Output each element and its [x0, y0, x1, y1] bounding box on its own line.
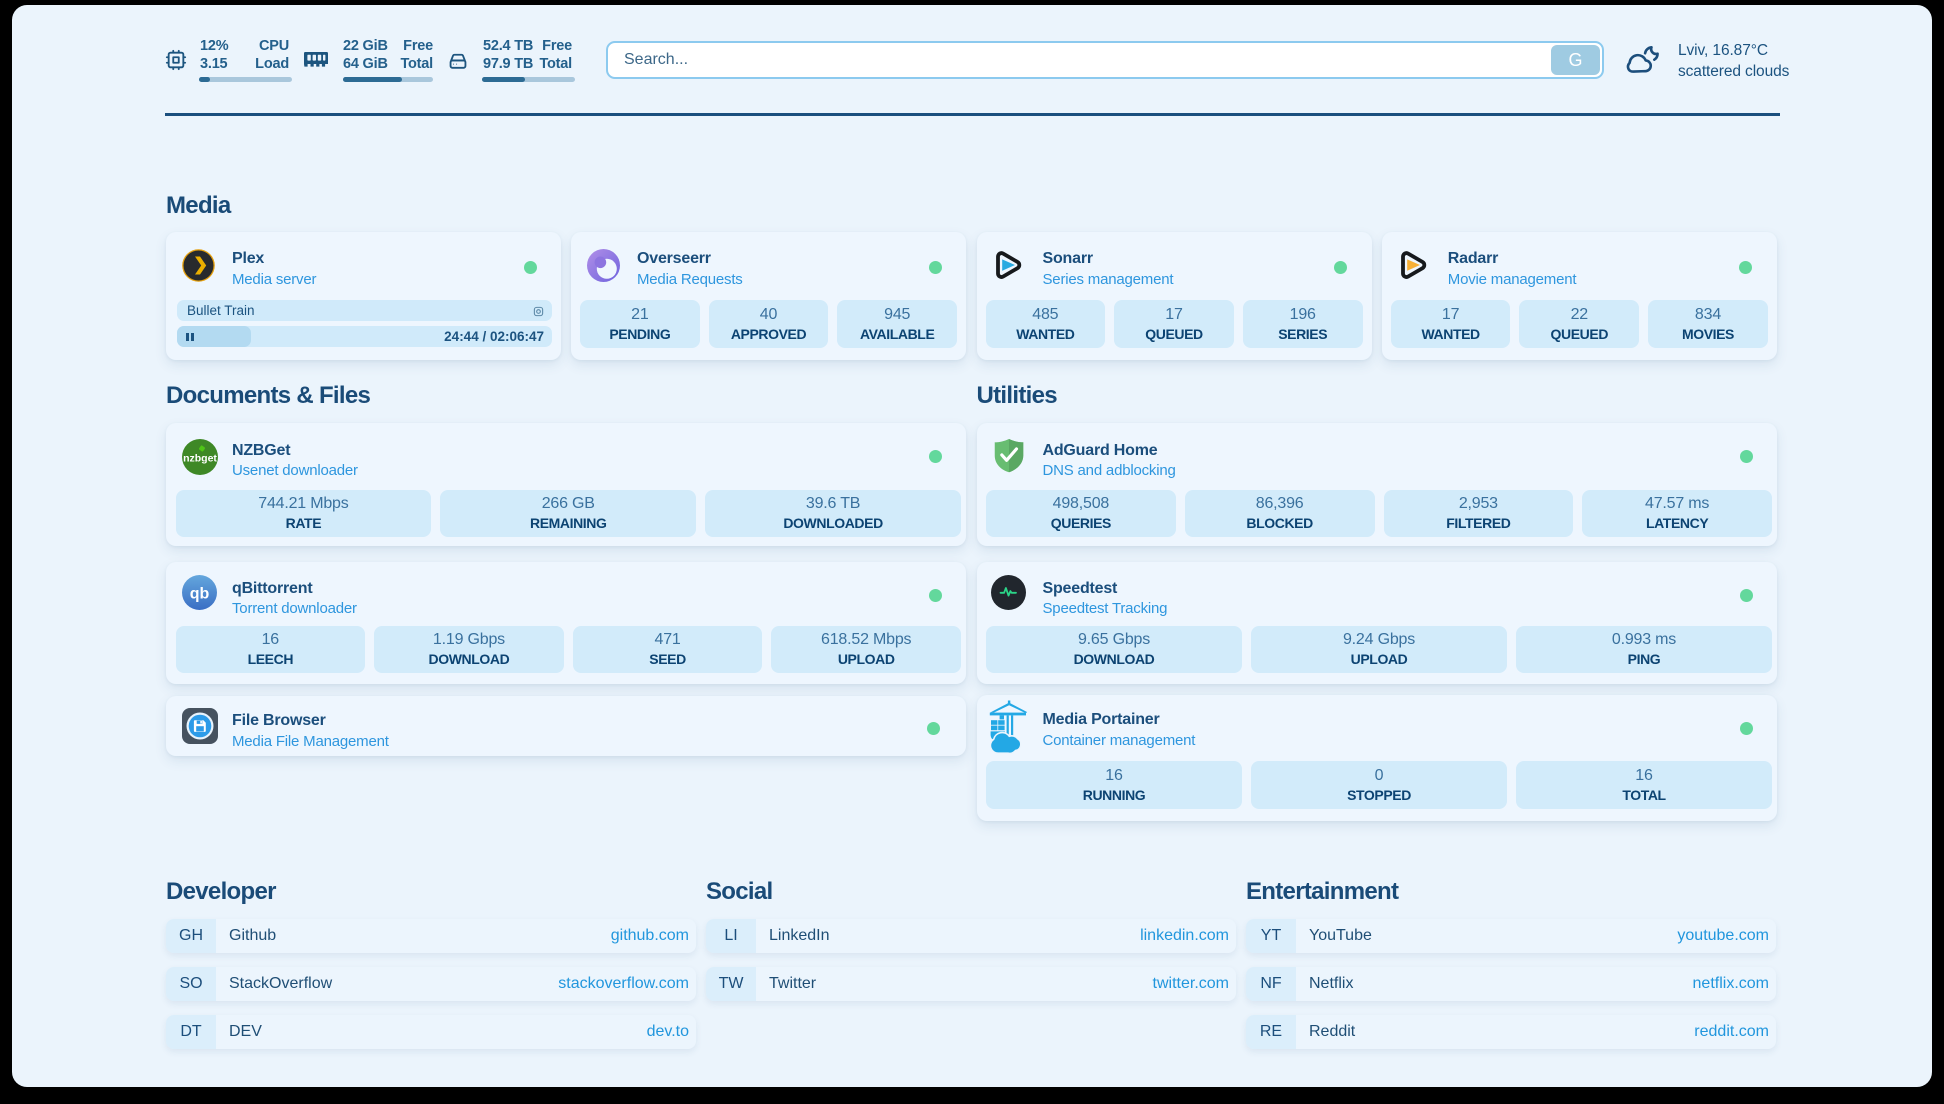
svg-text:nzbget: nzbget	[183, 452, 217, 464]
svg-text:qb: qb	[190, 585, 210, 602]
